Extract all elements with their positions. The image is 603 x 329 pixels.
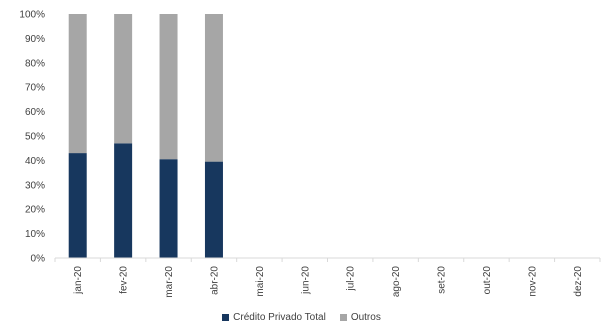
y-tick-label: 90% [25,34,45,45]
x-tick-label: nov-20 [527,266,538,297]
x-tick-label: dez-20 [573,266,584,297]
y-tick-label: 80% [25,58,45,69]
bar-credito-privado-jan-20 [68,153,87,258]
legend-item-credito-privado: Crédito Privado Total [222,312,326,323]
y-tick-label: 40% [25,156,45,167]
x-tick-label: jul-20 [346,266,357,292]
x-tick-label: jun-20 [300,266,311,295]
legend-swatch-credito-privado [222,314,230,321]
x-tick-label: jan-20 [73,266,84,295]
bars [68,14,223,258]
bar-outros-fev-20 [114,14,133,144]
legend-label-outros: Outros [350,312,381,323]
x-tick-label: ago-20 [391,266,402,298]
x-tick-label: fev-20 [119,266,130,294]
x-axis-ticks: jan-20 fev-20 mar-20 abr-20 mai-20 jun-20 jul-… [54,258,601,298]
legend-label-credito-privado: Crédito Privado Total [233,312,326,323]
x-tick-label: set-20 [437,266,448,294]
legend-item-outros: Outros [339,312,381,323]
x-tick-label: out-20 [482,266,493,295]
bar-outros-mar-20 [159,14,178,160]
x-tick-label: mai-20 [255,266,266,297]
bar-credito-privado-fev-20 [114,143,133,258]
y-tick-label: 70% [25,83,45,94]
stacked-bar-chart: 0% 10% 20% 30% 40% 50% 60% 70% 80% 90% 100% jan-20… [19,10,601,298]
y-tick-label: 30% [25,180,45,191]
y-tick-label: 100% [19,10,45,21]
x-tick-label: abr-20 [209,266,220,295]
bar-outros-abr-20 [204,14,223,162]
y-tick-label: 20% [25,205,45,216]
bar-outros-jan-20 [68,14,87,154]
y-tick-label: 50% [25,132,45,143]
legend-swatch-outros [339,314,347,321]
bar-credito-privado-abr-20 [204,161,223,258]
y-tick-label: 0% [31,254,46,265]
legend: Crédito Privado Total Outros [0,312,603,323]
x-tick-label: mar-20 [164,266,175,298]
y-axis-ticks: 0% 10% 20% 30% 40% 50% 60% 70% 80% 90% 100% [19,10,45,265]
bar-credito-privado-mar-20 [159,159,178,258]
y-tick-label: 60% [25,107,45,118]
y-tick-label: 10% [25,229,45,240]
